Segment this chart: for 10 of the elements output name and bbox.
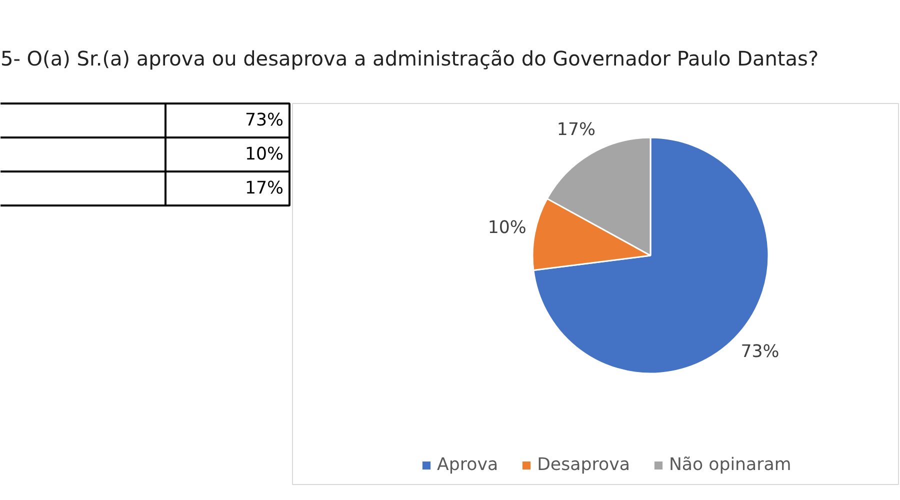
legend-label: Desaprova (537, 455, 630, 475)
data-label: 73% (740, 342, 780, 362)
data-label: 10% (488, 218, 526, 238)
text: 73% (244, 110, 284, 130)
legend-label: Não opinaram (668, 455, 792, 475)
text: 17% (244, 178, 284, 198)
data-label: 17% (556, 120, 596, 140)
legend-label: Aprova (437, 455, 498, 475)
text: 10% (244, 144, 284, 164)
chart-title: 5- O(a) Sr.(a) aprova ou desaprova a administração do Governador Paulo Dantas? (0, 46, 819, 70)
